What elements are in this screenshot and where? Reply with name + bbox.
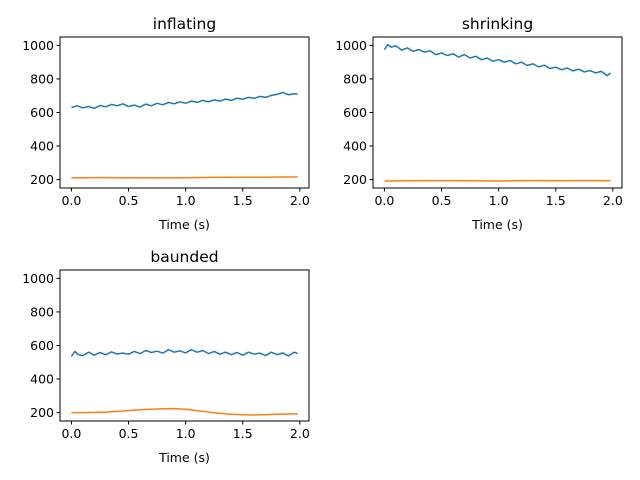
y-tick-label: 1000	[22, 271, 54, 286]
x-axis-label: Time (s)	[158, 217, 210, 232]
axes-frame	[372, 36, 623, 189]
y-tick-label: 200	[30, 405, 54, 420]
y-tick-label: 800	[30, 304, 54, 319]
x-tick-label: 0.5	[432, 193, 452, 208]
plot-area	[373, 37, 622, 188]
y-tick-label: 400	[30, 372, 54, 387]
series-line-2	[71, 176, 298, 179]
y-tick-label: 800	[343, 71, 367, 86]
y-tick-label: 600	[30, 105, 54, 120]
series-line-1	[70, 348, 298, 357]
y-tick-label: 600	[30, 338, 54, 353]
y-tick-label: 1000	[22, 38, 54, 53]
series-line-1	[71, 91, 298, 110]
x-tick-label: 0.0	[374, 193, 394, 208]
x-tick-label: 1.5	[233, 193, 253, 208]
plot-area	[60, 37, 309, 188]
series-line-2	[71, 407, 298, 416]
subplot-shrinking: shrinking 200 400 600 800 1000 0.0 0.5 1.0 1.5 2…	[335, 15, 623, 232]
y-tick-label: 200	[30, 172, 54, 187]
x-tick-label: 2.0	[603, 193, 623, 208]
x-tick-label: 1.0	[489, 193, 509, 208]
y-tick-label: 400	[343, 139, 367, 154]
x-tick-label: 0.5	[119, 426, 139, 441]
x-axis-label: Time (s)	[158, 450, 210, 465]
subplot-baunded: baunded 200 400 600 800 1000 0.0 0.5 1.0 1.5 2.0…	[22, 248, 310, 465]
x-tick-label: 2.0	[290, 193, 310, 208]
y-tick-label: 200	[343, 172, 367, 187]
subplot-inflating: inflating 200 400 600 800 1000 0.0 0.5 1.0 1.5 2…	[22, 15, 310, 232]
y-tick-label: 1000	[335, 38, 367, 53]
x-tick-label: 0.0	[61, 426, 81, 441]
x-tick-label: 0.5	[119, 193, 139, 208]
x-tick-label: 0.0	[61, 193, 81, 208]
x-tick-label: 1.0	[176, 193, 196, 208]
subplot-title: baunded	[150, 248, 218, 266]
x-axis-label: Time (s)	[471, 217, 523, 232]
y-tick-label: 400	[30, 139, 54, 154]
subplot-title: inflating	[153, 15, 216, 33]
series-line-1	[383, 43, 612, 77]
x-tick-label: 1.5	[233, 426, 253, 441]
subplot-title: shrinking	[462, 15, 533, 33]
plot-area	[60, 270, 309, 421]
x-tick-label: 2.0	[290, 426, 310, 441]
y-tick-label: 800	[30, 71, 54, 86]
axes-frame	[59, 36, 310, 189]
x-tick-label: 1.5	[546, 193, 566, 208]
y-tick-label: 600	[343, 105, 367, 120]
x-tick-label: 1.0	[176, 426, 196, 441]
axes-frame	[59, 269, 310, 422]
